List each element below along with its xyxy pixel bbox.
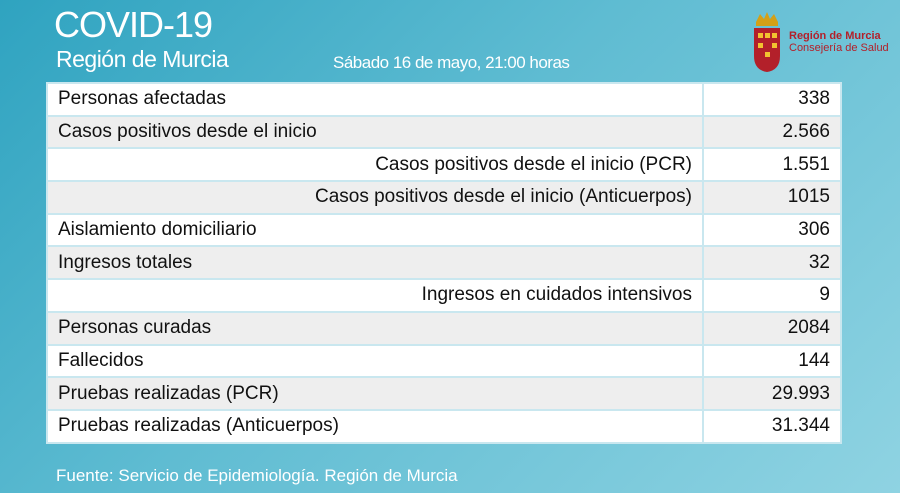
row-value: 306: [702, 212, 842, 248]
logo-text: Región de Murcia: [789, 30, 881, 42]
row-value: 29.993: [702, 376, 842, 411]
table-row: Aislamiento domiciliario 306: [46, 212, 842, 248]
table-row: Casos positivos desde el inicio (Anticue…: [46, 180, 842, 215]
row-label: Aislamiento domiciliario: [46, 212, 704, 248]
row-value: 144: [702, 343, 842, 379]
row-value: 1015: [702, 180, 842, 215]
table-row: Personas curadas 2084: [46, 310, 842, 346]
logo-emblem: [754, 12, 780, 72]
table-row: Ingresos en cuidados intensivos 9: [46, 278, 842, 313]
row-value: 2084: [702, 310, 842, 346]
table-row: Ingresos totales 32: [46, 245, 842, 281]
row-value: 31.344: [702, 408, 842, 444]
logo-text: Consejería de Salud: [789, 42, 889, 54]
row-value: 32: [702, 245, 842, 281]
row-label: Personas curadas: [46, 310, 704, 346]
date: Sábado 16 de mayo, 21:00 horas: [333, 53, 570, 72]
row-value: 338: [702, 82, 842, 117]
subtitle: Región de Murcia: [56, 46, 229, 72]
row-label: Personas afectadas: [46, 82, 704, 117]
footer: Fuente: Servicio de Epidemiología. Regió…: [56, 466, 458, 485]
row-value: 2.566: [702, 114, 842, 150]
row-label: Casos positivos desde el inicio: [46, 114, 704, 150]
row-label: Casos positivos desde el inicio (PCR): [46, 147, 704, 183]
row-label: Pruebas realizadas (PCR): [46, 376, 704, 411]
data-table: Personas afectadas 338 Casos positivos de…: [46, 82, 842, 444]
row-label: Pruebas realizadas (Anticuerpos): [46, 408, 704, 444]
row-label: Ingresos totales: [46, 245, 704, 281]
row-label: Casos positivos desde el inicio (Anticue…: [46, 180, 704, 215]
row-value: 1.551: [702, 147, 842, 183]
title: COVID-19: [54, 4, 213, 45]
table-row: Pruebas realizadas (PCR) 29.993: [46, 376, 842, 411]
table-row: Personas afectadas 338: [46, 82, 842, 117]
row-value: 9: [702, 278, 842, 313]
table-row: Casos positivos desde el inicio (PCR) 1.5…: [46, 147, 842, 183]
table-row: Pruebas realizadas (Anticuerpos) 31.344: [46, 408, 842, 444]
table-row: Fallecidos 144: [46, 343, 842, 379]
row-label: Ingresos en cuidados intensivos: [46, 278, 704, 313]
table-row: Casos positivos desde el inicio 2.566: [46, 114, 842, 150]
row-label: Fallecidos: [46, 343, 704, 379]
